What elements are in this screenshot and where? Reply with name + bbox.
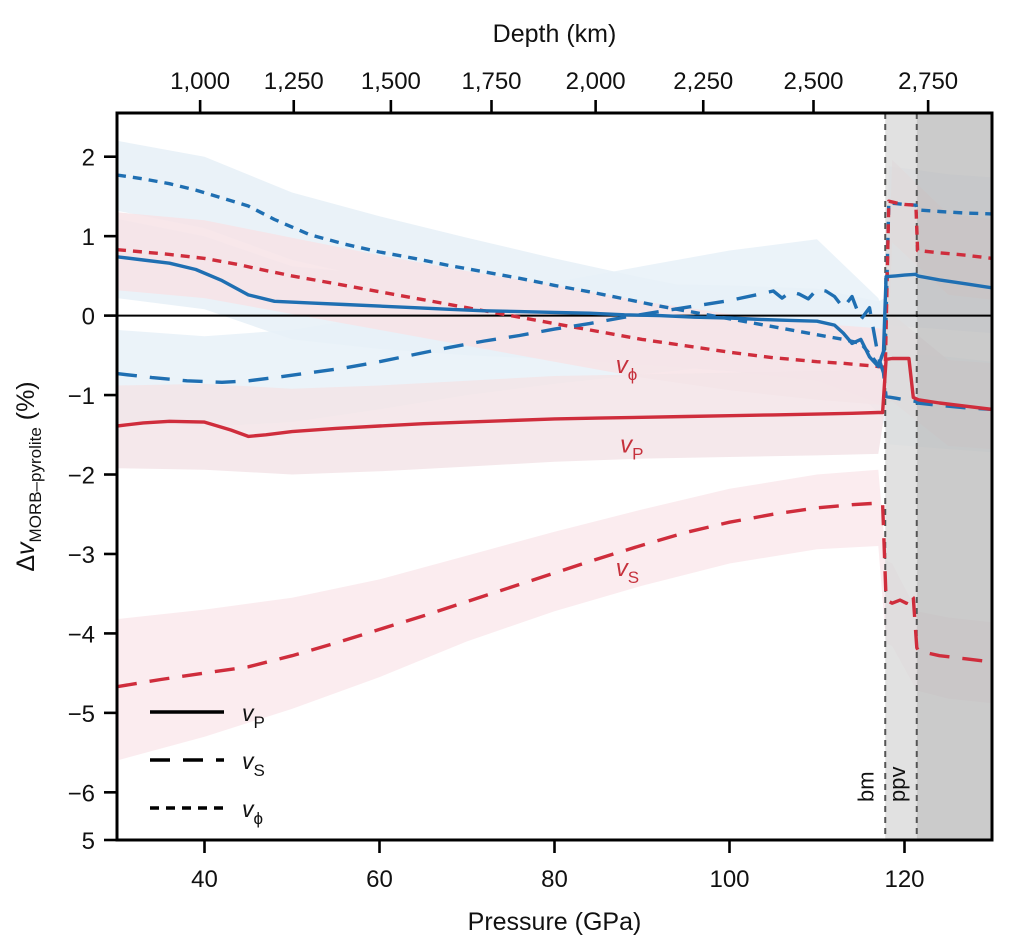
- series-line: [117, 287, 992, 412]
- x-tick-label: 60: [366, 866, 393, 893]
- x-axis-title: Pressure (GPa): [468, 908, 642, 936]
- y-tick-label: 1: [82, 224, 95, 251]
- y-tick-label: 5: [82, 828, 95, 855]
- depth-tick-label: 1,500: [361, 68, 421, 95]
- phase-region-label-ppv: ppv: [885, 767, 910, 802]
- depth-axis-title: Depth (km): [493, 20, 617, 48]
- legend-label: vS: [242, 748, 265, 780]
- depth-tick-label: 1,250: [264, 68, 324, 95]
- uncertainty-band: [117, 469, 992, 761]
- series-line: [117, 356, 992, 439]
- x-tick-label: 100: [709, 866, 749, 893]
- series-line: [117, 255, 992, 369]
- depth-tick-label: 1,000: [170, 68, 230, 95]
- y-tick-label: −5: [68, 701, 95, 728]
- series-line: [117, 199, 992, 369]
- y-axis-title: ΔvMORB–pyrolite (%): [12, 381, 45, 571]
- curve-label: vϕ: [616, 352, 638, 384]
- x-tick-label: 80: [541, 866, 568, 893]
- y-tick-label: −2: [68, 463, 95, 490]
- depth-tick-label: 2,250: [673, 68, 733, 95]
- phase-region-bm: [885, 113, 917, 840]
- curve-label: vS: [616, 555, 639, 587]
- depth-tick-label: 1,750: [461, 68, 521, 95]
- x-tick-label: 120: [884, 866, 924, 893]
- y-tick-label: −1: [68, 383, 95, 410]
- legend: vP vS vϕ: [150, 700, 265, 828]
- depth-tick-label: 2,500: [783, 68, 843, 95]
- labels-layer: bm ppv Pressure (GPa) Depth (km) ΔvMORB–pyro…: [12, 20, 910, 936]
- y-tick-label: 2: [82, 145, 95, 172]
- series-line: [117, 501, 992, 689]
- legend-label: vP: [242, 700, 265, 732]
- curve-label: vP: [620, 431, 643, 463]
- x-tick-label: 40: [191, 866, 218, 893]
- y-tick-label: 0: [82, 304, 95, 331]
- uncertainty-band: [117, 159, 992, 407]
- uncertainty-band: [117, 314, 992, 475]
- phase-region-ppv: [916, 113, 992, 840]
- phase-region-label-bm: bm: [853, 771, 878, 802]
- depth-tick-label: 2,750: [898, 68, 958, 95]
- depth-tick-label: 2,000: [566, 68, 626, 95]
- phase-regions-layer: [884, 113, 992, 840]
- legend-label: vϕ: [242, 796, 263, 828]
- curves-layer: [117, 173, 992, 689]
- y-tick-label: −6: [68, 780, 95, 807]
- y-tick-label: −4: [68, 621, 95, 648]
- y-tick-label: −3: [68, 542, 95, 569]
